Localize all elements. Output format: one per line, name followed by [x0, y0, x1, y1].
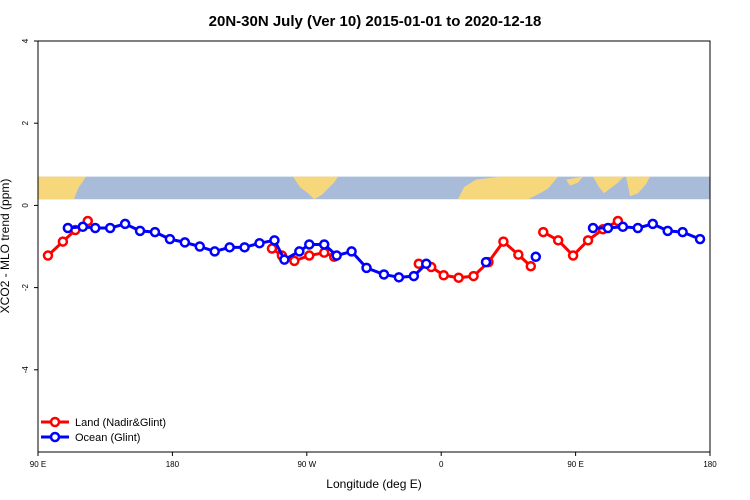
series-ocean: [62, 218, 706, 283]
y-axis-label: XCO2 - MLO trend (ppm): [0, 179, 12, 314]
x-tick-label: 180: [166, 460, 180, 469]
x-tick-label: 90 E: [30, 460, 46, 469]
x-tick-label: 180: [703, 460, 717, 469]
map-land: [293, 176, 338, 200]
data-point: [453, 272, 464, 283]
data-point: [224, 242, 235, 253]
data-point: [304, 239, 315, 250]
legend-marker-ocean: [49, 431, 61, 443]
data-point: [164, 233, 176, 245]
data-point: [42, 250, 54, 261]
data-point: [119, 218, 131, 230]
map-land: [458, 176, 558, 200]
data-point: [269, 235, 280, 246]
data-point: [602, 222, 614, 234]
data-point: [254, 237, 265, 249]
x-tick-label: 90 W: [297, 460, 316, 469]
data-point: [179, 237, 191, 248]
data-point: [318, 247, 330, 258]
data-point: [289, 255, 300, 267]
map-land: [593, 176, 624, 194]
data-point: [530, 251, 542, 263]
data-point: [304, 250, 315, 261]
data-point: [318, 239, 330, 250]
data-point: [480, 256, 492, 268]
data-point: [134, 225, 146, 237]
data-point: [331, 250, 342, 261]
data-point: [567, 250, 579, 261]
data-point: [266, 243, 278, 254]
data-point: [209, 246, 220, 257]
data-point: [438, 270, 449, 281]
data-point: [647, 218, 659, 230]
world-map-strip: [38, 176, 710, 200]
x-axis-label: Longitude (deg E): [326, 477, 421, 491]
data-point: [89, 222, 101, 234]
map-land: [38, 176, 86, 200]
data-point: [294, 246, 305, 257]
data-point: [149, 226, 161, 238]
legend-marker-land: [49, 416, 61, 428]
plot-area: [37, 40, 711, 453]
data-point: [279, 254, 290, 265]
legend: Land (Nadir&Glint) Ocean (Glint): [41, 416, 166, 444]
data-point: [677, 226, 688, 238]
data-point: [513, 249, 524, 260]
data-point: [525, 260, 537, 272]
data-point: [346, 246, 357, 257]
data-point: [421, 258, 432, 270]
data-point: [393, 272, 405, 283]
x-axis: 90 E 180 90 W 0 90 E 180: [30, 452, 717, 469]
chart-title: 20N-30N July (Ver 10) 2015-01-01 to 2020…: [209, 13, 542, 30]
legend-item-ocean: Ocean (Glint): [41, 431, 140, 444]
y-tick-label: 4: [21, 38, 30, 43]
map-land: [626, 176, 650, 197]
data-point: [361, 262, 372, 274]
y-tick-label: -4: [21, 366, 30, 374]
data-point: [552, 235, 564, 246]
data-point: [662, 225, 673, 237]
y-tick-label: 2: [21, 120, 30, 125]
data-point: [694, 233, 706, 245]
data-point: [468, 270, 479, 282]
data-point: [582, 235, 594, 246]
data-point: [537, 226, 549, 238]
legend-item-land: Land (Nadir&Glint): [41, 416, 166, 429]
data-point: [57, 236, 69, 247]
data-point: [378, 269, 390, 280]
x-tick-label: 0: [439, 460, 444, 469]
data-point: [194, 241, 206, 252]
data-point: [617, 221, 629, 233]
plot-frame: [37, 40, 711, 453]
y-tick-label: 0: [21, 203, 30, 208]
data-point: [587, 222, 599, 234]
series-layer: [42, 215, 706, 283]
data-point: [408, 270, 420, 282]
data-point: [104, 222, 116, 234]
data-point: [239, 242, 250, 253]
legend-label-ocean: Ocean (Glint): [75, 432, 140, 444]
data-point: [77, 221, 89, 233]
y-axis: -4 -2 0 2 4: [21, 38, 38, 373]
legend-label-land: Land (Nadir&Glint): [75, 417, 166, 429]
data-point: [498, 236, 509, 247]
data-point: [62, 222, 74, 234]
data-point: [632, 222, 644, 234]
map-land: [566, 176, 583, 186]
x-tick-label: 90 E: [567, 460, 583, 469]
y-tick-label: -2: [21, 283, 30, 291]
